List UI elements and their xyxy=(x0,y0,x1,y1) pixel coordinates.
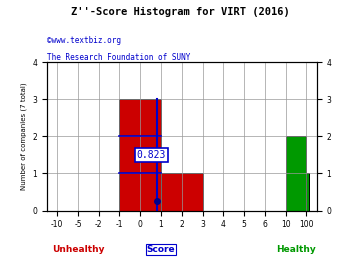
Bar xyxy=(285,136,306,211)
Text: 0.823: 0.823 xyxy=(136,150,166,160)
Text: Z''-Score Histogram for VIRT (2016): Z''-Score Histogram for VIRT (2016) xyxy=(71,7,289,17)
Text: Score: Score xyxy=(147,245,175,254)
Bar xyxy=(120,99,161,211)
Y-axis label: Number of companies (7 total): Number of companies (7 total) xyxy=(20,83,27,190)
Text: Unhealthy: Unhealthy xyxy=(52,245,104,254)
Text: Healthy: Healthy xyxy=(276,245,316,254)
Text: ©www.textbiz.org: ©www.textbiz.org xyxy=(47,36,121,45)
Text: The Research Foundation of SUNY: The Research Foundation of SUNY xyxy=(47,53,190,62)
Bar xyxy=(306,174,309,211)
Bar xyxy=(161,174,203,211)
